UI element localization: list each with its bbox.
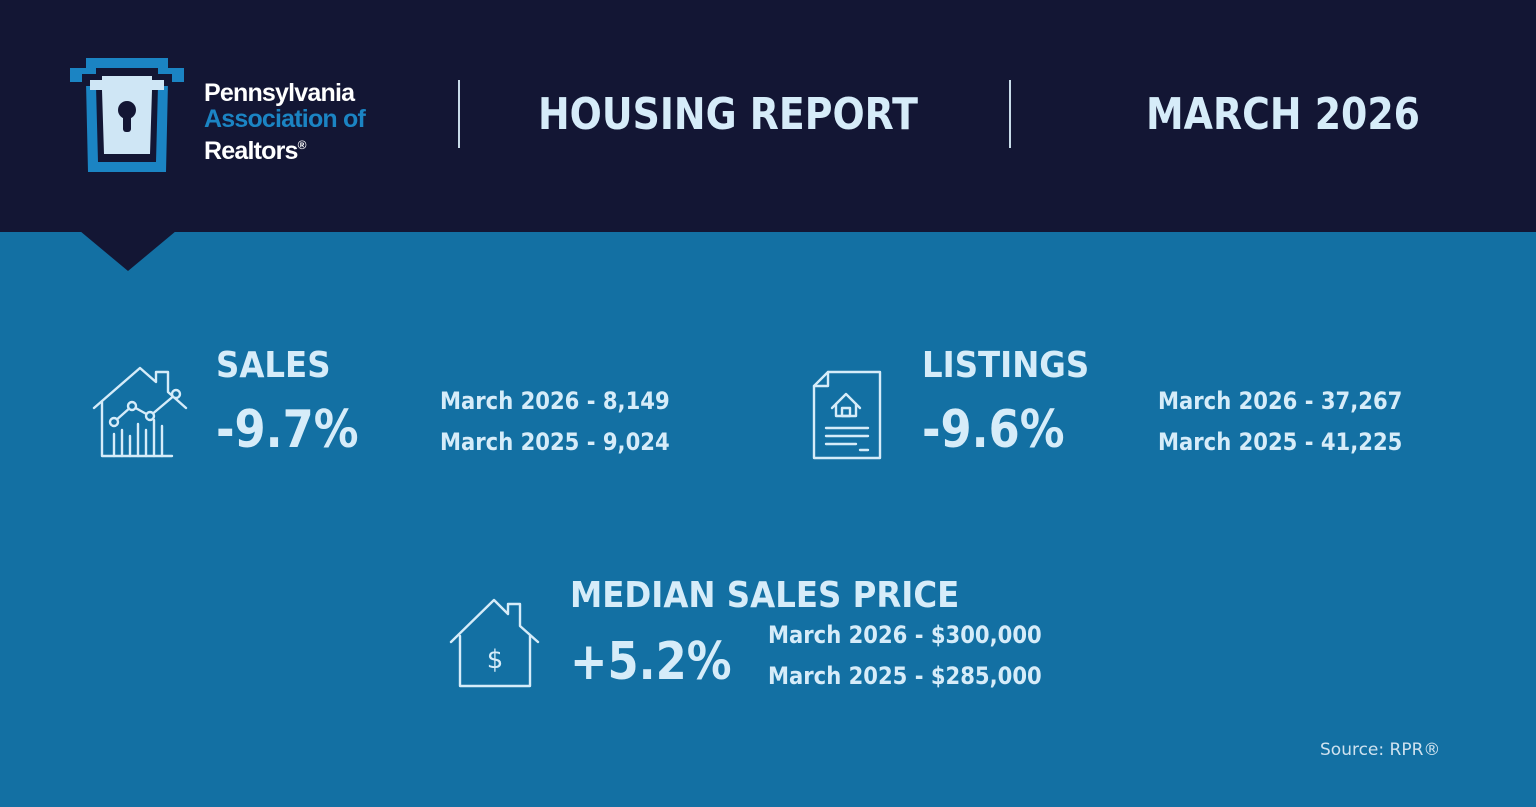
logo-line-realtors: Realtors®: [204, 132, 365, 164]
sales-previous: March 2025 - 9,024: [440, 428, 670, 456]
sales-change: -9.7%: [216, 400, 359, 460]
logo-wordmark: Pennsylvania Association of Realtors®: [204, 79, 366, 164]
median-price-change: +5.2%: [570, 632, 732, 692]
listings-current: March 2026 - 37,267: [1158, 387, 1403, 415]
listings-change: -9.6%: [922, 400, 1065, 460]
registered-mark: ®: [297, 138, 307, 152]
median-price-current: March 2026 - $300,000: [768, 621, 1042, 649]
source-note: Source: RPR®: [1320, 740, 1441, 760]
logo-line-association: Association of: [204, 105, 366, 133]
sales-label: SALES: [216, 345, 331, 386]
listings-previous: March 2025 - 41,225: [1158, 428, 1403, 456]
report-title: HOUSING REPORT: [538, 89, 918, 140]
logo-line-pennsylvania: Pennsylvania: [204, 79, 355, 107]
header-band: [0, 0, 1536, 232]
logo-realtors-text: Realtors: [204, 137, 298, 165]
house-dollar-icon: $: [448, 596, 542, 690]
report-period: MARCH 2026: [1146, 89, 1421, 140]
sales-current: March 2026 - 8,149: [440, 387, 670, 415]
header-divider: [458, 80, 460, 148]
listings-label: LISTINGS: [922, 345, 1090, 386]
house-document-icon: [810, 370, 884, 460]
median-price-previous: March 2025 - $285,000: [768, 662, 1042, 690]
keystone-logo-icon: [66, 58, 188, 172]
header-pointer: [80, 231, 176, 271]
svg-text:$: $: [487, 645, 504, 675]
house-chart-icon: [90, 364, 190, 460]
median-price-label: MEDIAN SALES PRICE: [570, 575, 960, 616]
header-divider: [1009, 80, 1011, 148]
